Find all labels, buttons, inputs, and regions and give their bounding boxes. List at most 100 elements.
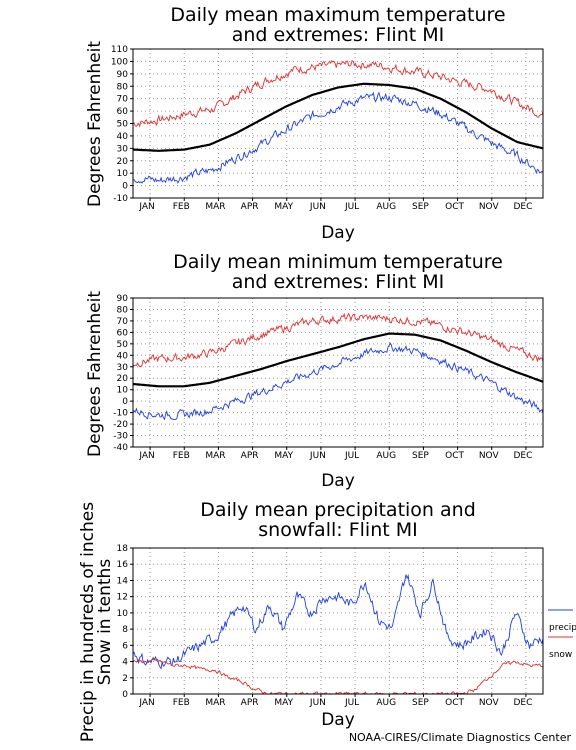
- y-tick-label: 70: [117, 317, 129, 327]
- y-tick-label: 10: [117, 169, 129, 179]
- x-tick-label: SEP: [412, 202, 429, 212]
- y-tick-label: 100: [111, 57, 128, 67]
- series-snow-line: [132, 658, 544, 695]
- y-axis-label-line1: Precip in hundreds of inches: [78, 502, 98, 742]
- x-tick-label: AUG: [376, 698, 396, 708]
- x-tick-label: MAR: [205, 202, 225, 212]
- x-tick-label: DEC: [513, 698, 532, 708]
- chart-min-temp: Daily mean minimum temperature and extre…: [85, 251, 544, 491]
- y-tick-label: -10: [113, 409, 128, 419]
- y-tick-label: 10: [117, 386, 129, 396]
- series-mean-line: [132, 332, 544, 388]
- chart-max-temp: Daily mean maximum temperature and extre…: [85, 4, 544, 243]
- chart-title-line1: Daily mean maximum temperature: [170, 4, 505, 26]
- legend: precip snow: [548, 609, 576, 660]
- x-tick-label: JUN: [309, 202, 326, 212]
- x-tick-label: JAN: [138, 698, 154, 708]
- y-tick-label: -30: [113, 432, 128, 442]
- x-tick-label: JAN: [138, 451, 154, 461]
- series-extreme-low-line: [132, 91, 544, 184]
- y-tick-label: 60: [117, 328, 129, 338]
- plot-frame: [132, 48, 544, 199]
- y-tick-label: 70: [117, 95, 129, 105]
- y-tick-label: 6: [122, 641, 128, 651]
- y-tick-label: 2: [122, 674, 128, 684]
- x-tick-label: JUL: [344, 202, 359, 212]
- x-tick-label: SEP: [412, 698, 429, 708]
- chart-title-line2: snowfall: Flint MI: [258, 519, 417, 541]
- plot-frame: [132, 547, 544, 695]
- x-tick-label: SEP: [412, 451, 429, 461]
- x-tick-label: FEB: [173, 451, 190, 461]
- y-tick-label: 12: [117, 593, 128, 603]
- plot-frame: [132, 297, 544, 448]
- plot-area: -10 0 10 20 30 40 50 60 70 80 90 100 110 JAN FEB MAR APR…: [111, 45, 544, 212]
- y-tick-label: 16: [117, 560, 129, 570]
- x-tick-label: MAR: [205, 451, 225, 461]
- y-tick-label: -10: [113, 194, 128, 204]
- x-tick-label: MAR: [205, 698, 225, 708]
- x-tick-label: MAY: [274, 451, 293, 461]
- x-tick-label: OCT: [445, 451, 464, 461]
- chart-title-line2: and extremes: Flint MI: [232, 24, 444, 46]
- x-tick-label: JUL: [344, 451, 359, 461]
- x-tick-label: MAY: [274, 698, 293, 708]
- y-tick-label: 4: [122, 658, 128, 668]
- plot-area: 0 2 4 6 8 10 12 14 16 18 JAN FEB MAR APR MAY JUN JUL AUG S…: [117, 544, 544, 708]
- x-tick-label: NOV: [479, 451, 500, 461]
- legend-precip-label: precip: [549, 623, 576, 633]
- x-tick-label: OCT: [445, 202, 464, 212]
- x-tick-label: JUN: [309, 451, 326, 461]
- y-tick-label: -20: [113, 420, 128, 430]
- x-tick-label: JAN: [138, 202, 154, 212]
- y-tick-label: 20: [117, 374, 129, 384]
- y-tick-label: 50: [117, 340, 129, 350]
- y-tick-label: 30: [117, 363, 129, 373]
- x-tick-label: AUG: [376, 451, 396, 461]
- y-tick-label: 20: [117, 157, 129, 167]
- x-tick-label: APR: [241, 451, 259, 461]
- x-axis-label: Day: [321, 710, 355, 730]
- y-tick-label: 40: [117, 132, 129, 142]
- credit-text: NOAA-CIRES/Climate Diagnostics Center: [349, 731, 572, 744]
- y-tick-label: 10: [117, 609, 129, 619]
- x-tick-label: NOV: [479, 202, 500, 212]
- y-tick-label: 90: [117, 70, 129, 80]
- x-tick-label: FEB: [173, 202, 190, 212]
- x-axis-label: Day: [321, 223, 355, 243]
- chart-precip: Daily mean precipitation and snowfall: F…: [78, 499, 576, 742]
- y-tick-label: 18: [117, 544, 129, 554]
- x-tick-label: MAY: [274, 202, 293, 212]
- y-tick-label: 30: [117, 144, 129, 154]
- chart-title-line2: and extremes: Flint MI: [232, 271, 444, 293]
- y-tick-label: 80: [117, 305, 129, 315]
- y-axis-label: Degrees Fahrenheit: [85, 41, 105, 207]
- series-extreme-high-line: [132, 312, 544, 368]
- y-tick-label: 14: [117, 576, 129, 586]
- x-tick-label: AUG: [376, 202, 396, 212]
- x-tick-label: JUL: [344, 698, 359, 708]
- x-tick-label: APR: [241, 698, 259, 708]
- y-tick-label: 90: [117, 294, 129, 304]
- y-tick-label: 50: [117, 120, 129, 130]
- legend-snow-label: snow: [549, 650, 572, 660]
- x-tick-label: APR: [241, 202, 259, 212]
- x-tick-label: NOV: [479, 698, 500, 708]
- chart-title-line1: Daily mean precipitation and: [200, 499, 476, 521]
- series-extreme-high-line: [132, 59, 544, 128]
- x-tick-label: DEC: [513, 202, 532, 212]
- series-mean-line: [133, 82, 544, 152]
- y-tick-label: 60: [117, 107, 129, 117]
- y-tick-label: 40: [117, 351, 129, 361]
- x-tick-label: DEC: [513, 451, 532, 461]
- y-tick-label: 8: [122, 625, 128, 635]
- series-extreme-low-line: [132, 342, 544, 421]
- y-tick-label: 0: [122, 182, 128, 192]
- y-tick-label: 110: [111, 45, 128, 55]
- x-tick-label: FEB: [173, 698, 190, 708]
- x-tick-label: OCT: [445, 698, 464, 708]
- x-tick-label: JUN: [309, 698, 326, 708]
